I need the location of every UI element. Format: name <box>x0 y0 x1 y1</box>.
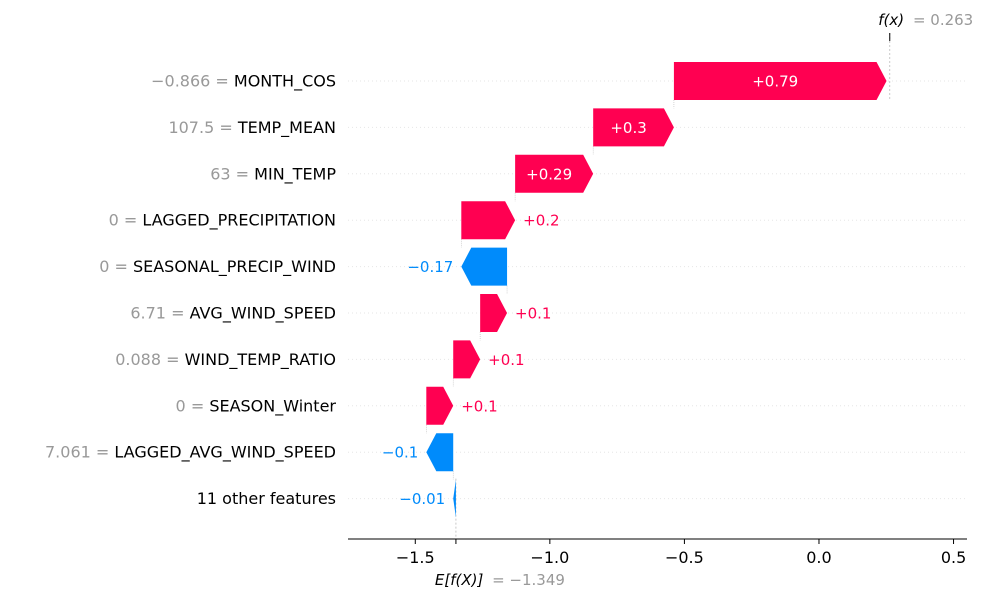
x-tick-label: 0.0 <box>806 548 831 567</box>
bar-positive <box>593 108 674 147</box>
x-tick-label: −0.5 <box>665 548 704 567</box>
feature-name: AVG_WIND_SPEED <box>190 304 336 324</box>
feature-label: 0 = SEASON_Winter <box>176 396 337 416</box>
bar-negative <box>453 479 456 518</box>
feature-name: WIND_TEMP_RATIO <box>185 350 336 370</box>
bar-value-label: +0.2 <box>523 212 559 230</box>
feature-name: SEASONAL_PRECIP_WIND <box>133 257 336 277</box>
bar-positive <box>480 294 508 332</box>
feature-name: 11 other features <box>197 489 336 508</box>
bar-positive <box>453 340 481 379</box>
bar-value-label: +0.79 <box>752 73 798 91</box>
feature-value: 7.061 = <box>45 443 114 462</box>
feature-name: MONTH_COS <box>234 72 336 92</box>
feature-name: MIN_TEMP <box>254 164 336 184</box>
bar-positive <box>426 386 454 425</box>
bar-negative <box>461 247 508 286</box>
bar-value-label: −0.01 <box>399 490 445 508</box>
fx-annotation: f(x) = 0.263 <box>878 11 973 29</box>
feature-value: 107.5 = <box>168 118 237 137</box>
feature-label: 11 other features <box>197 489 336 508</box>
feature-label: 107.5 = TEMP_MEAN <box>168 118 336 138</box>
feature-label: 7.061 = LAGGED_AVG_WIND_SPEED <box>45 443 336 463</box>
x-tick-label: 0.5 <box>941 548 966 567</box>
reference-lines <box>426 33 891 539</box>
feature-labels: −0.866 = MONTH_COS 107.5 = TEMP_MEAN 63 = … <box>45 72 336 509</box>
feature-value: 6.71 = <box>130 304 189 323</box>
feature-label: −0.866 = MONTH_COS <box>151 72 336 92</box>
x-axis: −1.5 −1.0 −0.5 0.0 0.5 <box>348 538 967 567</box>
feature-name: TEMP_MEAN <box>237 118 336 138</box>
x-tick-label: −1.0 <box>530 548 569 567</box>
bar-positive <box>673 62 887 100</box>
bars: +0.79 +0.3 +0.29 +0.2 −0.17 +0.1 +0.1 +0.1 −0.1 −… <box>382 62 887 518</box>
bar-value-label: −0.1 <box>382 444 418 462</box>
feature-value: 0 = <box>109 211 143 230</box>
ex-value: = −1.349 <box>492 571 565 589</box>
ex-label: E[f(X)] <box>435 571 484 589</box>
fx-value: = 0.263 <box>913 11 973 29</box>
feature-label: 0.088 = WIND_TEMP_RATIO <box>115 350 336 370</box>
feature-label: 0 = LAGGED_PRECIPITATION <box>109 211 336 231</box>
feature-name: LAGGED_PRECIPITATION <box>142 211 336 231</box>
feature-value: 0 = <box>99 257 133 276</box>
bar-value-label: +0.1 <box>461 397 497 415</box>
bar-positive <box>461 201 516 240</box>
bar-negative <box>426 433 454 472</box>
feature-value: 63 = <box>210 164 254 183</box>
bar-value-label: +0.3 <box>610 119 646 137</box>
feature-name: LAGGED_AVG_WIND_SPEED <box>114 443 336 463</box>
bar-value-label: −0.17 <box>407 258 453 276</box>
feature-value: −0.866 = <box>151 72 234 91</box>
bar-positive <box>515 154 594 193</box>
feature-label: 63 = MIN_TEMP <box>210 164 336 184</box>
feature-label: 0 = SEASONAL_PRECIP_WIND <box>99 257 336 277</box>
feature-value: 0.088 = <box>115 350 184 369</box>
bar-value-label: +0.1 <box>515 305 551 323</box>
x-tick-label: −1.5 <box>396 548 435 567</box>
bar-value-label: +0.1 <box>488 351 524 369</box>
feature-name: SEASON_Winter <box>209 396 336 416</box>
feature-label: 6.71 = AVG_WIND_SPEED <box>130 304 336 324</box>
feature-value: 0 = <box>176 396 210 415</box>
fx-label: f(x) <box>878 11 904 29</box>
ex-annotation: E[f(X)] = −1.349 <box>435 571 565 589</box>
bar-value-label: +0.29 <box>526 165 572 183</box>
